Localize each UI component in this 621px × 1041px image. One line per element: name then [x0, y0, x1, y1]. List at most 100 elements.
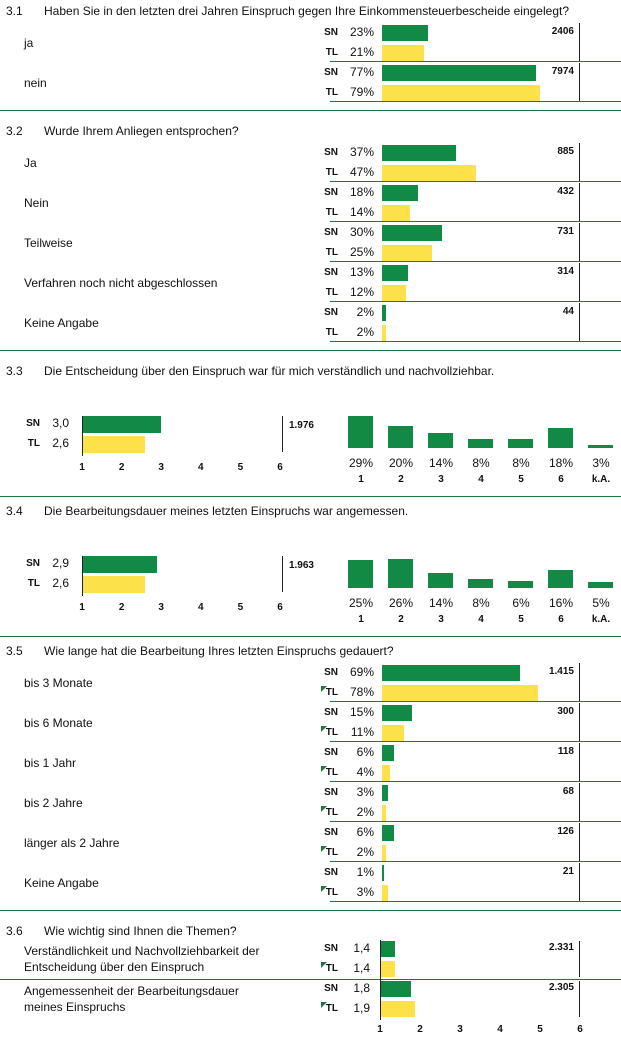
series-label: TL [27, 438, 40, 449]
total-value: 1.415 [548, 666, 574, 677]
tick-label: 4 [198, 462, 204, 473]
dist-bar [508, 581, 533, 588]
dist-pct: 25% [348, 596, 374, 610]
dist-category: 1 [358, 474, 364, 485]
value-label: 2% [356, 845, 374, 859]
score-bar-sn [381, 941, 395, 957]
total-value: 731 [557, 226, 574, 237]
value-label: 2% [356, 305, 374, 319]
category-label: bis 3 Monate [24, 676, 93, 690]
value-label: 1% [356, 865, 374, 879]
category-label: Verfahren noch nicht abgeschlossen [24, 276, 218, 290]
series-label: TL [325, 847, 338, 858]
axis-line [82, 416, 83, 456]
bar-tl [382, 765, 390, 781]
tick-label: 1 [79, 462, 85, 473]
dist-pct: 8% [472, 596, 490, 610]
mean-bar-sn [82, 556, 158, 573]
total-divider [579, 223, 580, 261]
tick-label: 1 [377, 1024, 383, 1035]
dist-bar [588, 582, 613, 588]
bar-sn [382, 705, 412, 721]
category-label: bis 2 Jahre [24, 796, 83, 810]
tl-marker [321, 886, 327, 892]
mean-label: 2,6 [52, 576, 69, 590]
dist-bar [548, 428, 573, 448]
series-label: SN [324, 67, 338, 78]
bar-sn [382, 785, 388, 801]
value-label: 6% [356, 825, 374, 839]
divider [0, 636, 621, 637]
series-label: SN [324, 707, 338, 718]
category-label: Verständlichkeit und Nachvollziehbarkeit… [24, 944, 260, 958]
tick-label: 5 [237, 602, 244, 613]
total-value: 314 [557, 266, 574, 277]
total-value: 44 [562, 306, 574, 317]
category-label: Keine Angabe [24, 876, 99, 890]
divider [330, 781, 621, 782]
value-label: 47% [349, 165, 374, 179]
total-divider [579, 23, 580, 61]
tl-marker [321, 806, 327, 812]
bar-sn [382, 745, 394, 761]
dist-bar [548, 570, 573, 588]
divider [330, 741, 621, 742]
value-label: 21% [349, 45, 374, 59]
bar-tl [382, 45, 424, 61]
divider [0, 496, 621, 497]
bar-tl [382, 85, 540, 101]
divider [330, 821, 621, 822]
total-value: 7974 [551, 66, 574, 77]
total-value: 126 [557, 826, 574, 837]
series-label: SN [324, 27, 338, 38]
total-divider [579, 703, 580, 741]
dist-category: 4 [478, 614, 484, 625]
dist-pct: 14% [428, 456, 454, 470]
tick-label: 4 [198, 602, 204, 613]
divider [330, 261, 621, 262]
bar-tl [382, 845, 386, 861]
bar-sn [382, 825, 394, 841]
bar-sn [382, 65, 536, 81]
series-label: TL [325, 767, 338, 778]
score-bar-sn [381, 981, 411, 997]
question-text: Wie wichtig sind Ihnen die Themen? [44, 924, 237, 938]
series-label: SN [324, 867, 338, 878]
category-label: Teilweise [24, 236, 73, 250]
bar-tl [382, 325, 386, 341]
question-number: 3.6 [6, 924, 23, 938]
divider [330, 101, 621, 102]
category-label: bis 6 Monate [24, 716, 93, 730]
axis-line [380, 940, 381, 1020]
bar-sn [382, 145, 456, 161]
series-label: TL [325, 47, 338, 58]
dist-pct: 14% [428, 596, 454, 610]
total-divider [282, 556, 283, 592]
bar-tl [382, 165, 476, 181]
dist-bar [468, 579, 493, 588]
question-text: Wurde Ihrem Anliegen entsprochen? [44, 124, 239, 138]
score-label: 1,4 [353, 941, 370, 955]
category-label: nein [24, 76, 47, 90]
dist-category: 4 [478, 474, 484, 485]
mean-bar-tl [82, 576, 146, 593]
series-label: SN [324, 267, 338, 278]
dist-bar [468, 439, 493, 448]
category-label: bis 1 Jahr [24, 756, 77, 770]
dist-category: 5 [518, 474, 524, 485]
tl-marker [321, 962, 327, 968]
value-label: 15% [349, 705, 374, 719]
series-label: SN [26, 558, 40, 569]
category-label: Nein [24, 196, 49, 210]
tl-marker [321, 1002, 327, 1008]
value-label: 18% [349, 185, 374, 199]
series-label: TL [325, 727, 338, 738]
total-divider [579, 63, 580, 101]
tick-label: 3 [158, 602, 164, 613]
category-label: Ja [24, 156, 37, 170]
series-label: TL [325, 287, 338, 298]
bar-sn [382, 665, 520, 681]
series-label: SN [324, 827, 338, 838]
dist-bar [388, 426, 413, 448]
dist-bar [348, 416, 373, 448]
